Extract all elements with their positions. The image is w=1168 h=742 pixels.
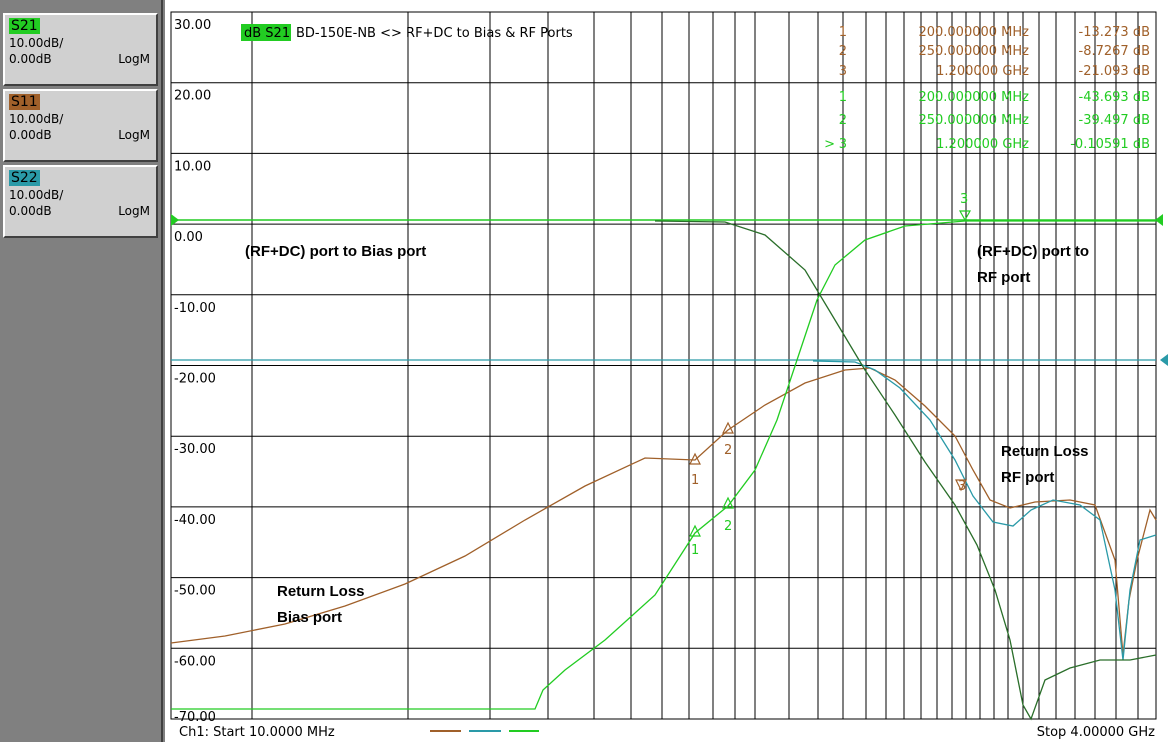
trace-s21-scale: 10.00dB/: [9, 36, 64, 50]
s21-rf-trace: [171, 220, 1156, 710]
brown-plot-markers: [689, 421, 967, 492]
trace-s21-box[interactable]: S21 10.00dB/ 0.00dB LogM: [3, 13, 158, 86]
trace-s21-ref: 0.00dB: [9, 52, 52, 66]
green-marker-3-triangle: [958, 210, 972, 222]
plot-area[interactable]: 30.00 20.00 10.00 0.00 -10.00 -20.00 -30.00 -40…: [165, 0, 1168, 742]
y-axis-label: -70.00: [174, 710, 216, 725]
marker-table-brown: 1 200.000000 MHz -13.273 dB 2 250.000000…: [839, 25, 1150, 79]
annotation-rf-dc-to-bias: (RF+DC) port to Bias port: [245, 243, 426, 260]
trace-s22-scale: 10.00dB/: [9, 188, 64, 202]
brown-marker-1-value: -13.273 dB: [1079, 25, 1150, 40]
trace-s11-format: LogM: [118, 128, 150, 142]
annotation-rf-dc-to-rf-line2: RF port: [977, 269, 1030, 286]
s22-reference-arrow: [1160, 354, 1168, 366]
green-marker-2-value: -39.497 dB: [1079, 113, 1150, 128]
green-marker-1-value: -43.693 dB: [1079, 90, 1150, 105]
brown-marker-3-label: 3: [958, 479, 966, 494]
trace-s11-ref: 0.00dB: [9, 128, 52, 142]
annotation-rf-dc-to-rf-line1: (RF+DC) port to: [977, 243, 1089, 260]
brown-marker-2-label: 2: [724, 443, 732, 458]
green-marker-3-freq: 1.200000 GHz: [936, 137, 1029, 152]
trace-s11-scale: 10.00dB/: [9, 112, 64, 126]
trace-s22-box[interactable]: S22 10.00dB/ 0.00dB LogM: [3, 165, 158, 238]
annotation-return-loss-bias-line1: Return Loss: [277, 583, 365, 600]
green-plot-markers: [689, 210, 972, 537]
s21-reference-arrow-left: [171, 214, 179, 226]
trace-s11-name: S11: [9, 94, 40, 110]
green-marker-1-num: 1: [839, 90, 847, 105]
brown-marker-3-num: 3: [839, 64, 847, 79]
trace-panel: S21 10.00dB/ 0.00dB LogM S11 10.00dB/ 0.…: [0, 0, 163, 742]
brown-marker-1-freq: 200.000000 MHz: [918, 25, 1029, 40]
s22-trace: [812, 360, 1157, 661]
active-trace-label: dB S21: [244, 26, 290, 41]
y-axis-label: 30.00: [174, 18, 211, 33]
footer-start: Ch1: Start 10.0000 MHz: [179, 725, 335, 740]
green-marker-3-num: 3: [839, 137, 847, 152]
y-axis-label: -40.00: [174, 513, 216, 528]
green-marker-2-freq: 250.000000 MHz: [918, 113, 1029, 128]
y-axis-label: -60.00: [174, 654, 216, 669]
green-marker-1-freq: 200.000000 MHz: [918, 90, 1029, 105]
annotation-return-loss-rf-line2: RF port: [1001, 469, 1054, 486]
brown-marker-3-value: -21.093 dB: [1079, 64, 1150, 79]
green-marker-2-triangle: [722, 496, 734, 509]
s11-trace: [170, 367, 1157, 656]
y-axis-label: -20.00: [174, 372, 216, 387]
trace-plot: 30.00 20.00 10.00 0.00 -10.00 -20.00 -30.00 -40…: [170, 11, 1168, 740]
brown-marker-1-num: 1: [839, 25, 847, 40]
brown-marker-2-triangle: [722, 421, 734, 434]
trace-s22-format: LogM: [118, 204, 150, 218]
y-axis-labels: 30.00 20.00 10.00 0.00 -10.00 -20.00 -30.00 -40…: [174, 18, 216, 725]
trace-s11-box[interactable]: S11 10.00dB/ 0.00dB LogM: [3, 89, 158, 162]
y-axis-label: -50.00: [174, 584, 216, 599]
trace-s22-name: S22: [9, 170, 40, 186]
active-trace-badge: [241, 24, 291, 41]
brown-marker-2-freq: 250.000000 MHz: [918, 44, 1029, 59]
brown-plot-marker-labels: 1 2 3: [691, 443, 966, 494]
horizontal-gridlines: [171, 82, 1156, 649]
green-marker-1-label: 1: [691, 543, 699, 558]
y-axis-label: -10.00: [174, 301, 216, 316]
trace-s22-ref: 0.00dB: [9, 204, 52, 218]
y-axis-label: -30.00: [174, 442, 216, 457]
footer-stop: Stop 4.00000 GHz: [1037, 725, 1155, 740]
y-axis-label: 0.00: [174, 230, 203, 245]
brown-marker-1-triangle: [689, 452, 701, 465]
brown-marker-1-label: 1: [691, 473, 699, 488]
annotation-return-loss-rf-line1: Return Loss: [1001, 443, 1089, 460]
annotation-return-loss-bias-line2: Bias port: [277, 609, 342, 626]
plot-title: BD-150E-NB <> RF+DC to Bias & RF Ports: [296, 26, 573, 41]
trace-s21-format: LogM: [118, 52, 150, 66]
green-marker-1-triangle: [689, 524, 701, 537]
green-marker-2-num: 2: [839, 113, 847, 128]
green-marker-3-active-indicator: >: [824, 137, 835, 152]
green-marker-3-value: -0.10591 dB: [1070, 137, 1150, 152]
trace-s21-name: S21: [9, 18, 40, 34]
y-axis-label: 20.00: [174, 89, 211, 104]
brown-marker-2-value: -8.7267 dB: [1079, 44, 1150, 59]
y-axis-label: 10.00: [174, 159, 211, 174]
brown-marker-3-triangle: [955, 479, 967, 492]
green-plot-marker-labels: 1 2 3: [691, 192, 968, 558]
green-marker-3-label: 3: [960, 192, 968, 207]
green-marker-2-label: 2: [724, 519, 732, 534]
s21-bias-trace: [654, 220, 1157, 721]
s21-reference-arrow-right: [1155, 214, 1163, 226]
marker-table-green: 1 200.000000 MHz -43.693 dB 2 250.000000…: [824, 90, 1150, 152]
brown-marker-2-num: 2: [839, 44, 847, 59]
brown-marker-3-freq: 1.200000 GHz: [936, 64, 1029, 79]
